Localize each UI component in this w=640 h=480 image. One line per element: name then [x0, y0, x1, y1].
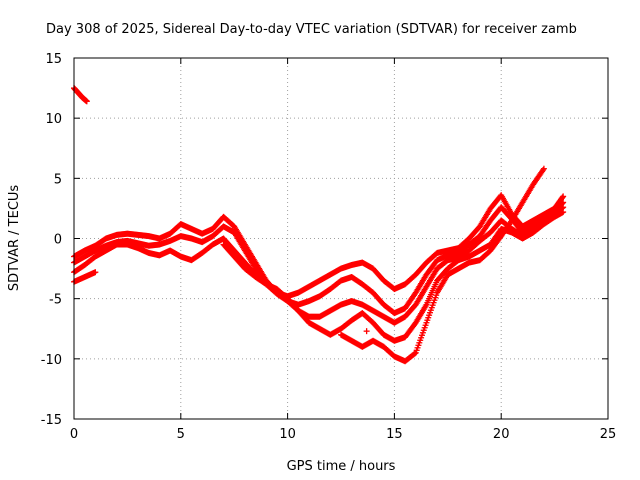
axis-ticks [73, 57, 609, 420]
y-tick-label: -10 [41, 353, 62, 368]
x-axis-label: GPS time / hours [287, 459, 396, 474]
data-point [363, 328, 370, 335]
y-tick-label: -5 [49, 293, 62, 308]
data-point [83, 98, 90, 105]
y-tick-label: 5 [54, 172, 62, 187]
data-point [559, 194, 566, 201]
data-points [71, 85, 567, 365]
x-tick-label: 20 [493, 427, 510, 442]
x-tick-labels: 0 5 10 15 20 25 [70, 427, 616, 442]
x-tick-label: 5 [177, 427, 185, 442]
y-tick-label: 10 [45, 112, 62, 127]
y-axis-label: SDTVAR / TECUs [7, 185, 22, 292]
data-point [540, 165, 547, 172]
data-point [560, 193, 567, 200]
y-tick-label: 0 [54, 233, 62, 248]
y-tick-labels: -15 -10 -5 0 5 10 15 [41, 52, 62, 428]
x-tick-label: 25 [600, 427, 617, 442]
x-tick-label: 10 [279, 427, 296, 442]
x-tick-label: 0 [70, 427, 78, 442]
y-tick-label: -15 [41, 413, 62, 428]
y-tick-label: 15 [45, 52, 62, 67]
x-tick-label: 15 [386, 427, 403, 442]
data-point [560, 209, 567, 216]
chart-title: Day 308 of 2025, Sidereal Day-to-day VTE… [46, 22, 577, 37]
data-point [92, 269, 99, 276]
data-point [411, 350, 418, 357]
data-point [540, 167, 547, 174]
